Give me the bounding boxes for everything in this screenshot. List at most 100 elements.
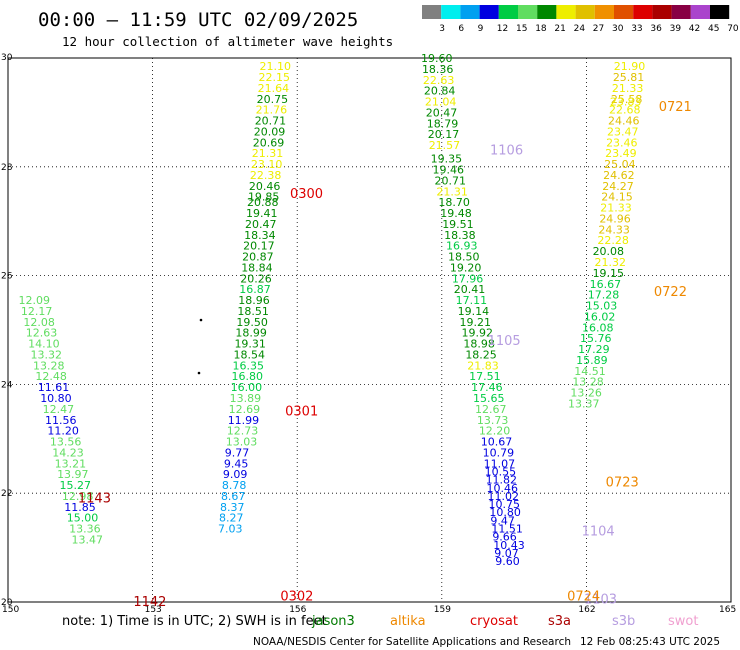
- legend-swot: swot: [668, 614, 698, 629]
- wave-height-label: 23.10: [251, 158, 282, 171]
- y-tick-label: 22: [1, 489, 12, 499]
- wave-height-label: 21.04: [425, 96, 457, 109]
- pass-time-label: 0722: [654, 285, 687, 300]
- scale-label: 36: [650, 24, 662, 34]
- wave-height-label: 18.36: [422, 63, 454, 76]
- wave-height-label: 11.56: [45, 414, 77, 427]
- x-tick-label: 159: [434, 605, 451, 615]
- wave-height-label: 11.51: [491, 523, 523, 536]
- legend-altika: altika: [390, 614, 426, 629]
- wave-height-label: 17.28: [588, 289, 620, 302]
- wave-height-label: 13.36: [69, 523, 101, 536]
- wave-height-label: 11.07: [484, 457, 516, 470]
- wave-height-label: 12.69: [229, 403, 260, 416]
- wave-height-label: 21.83: [467, 359, 499, 372]
- x-tick-label: 150: [2, 605, 19, 615]
- wave-height-label: 12.98: [62, 490, 94, 503]
- track: 21.1022.1521.6420.7521.7620.7120.0920.69…: [218, 60, 291, 535]
- wave-height-label: 19.31: [234, 338, 265, 351]
- wave-height-label: 18.50: [448, 251, 480, 264]
- scale-swatch: [479, 5, 499, 19]
- wave-height-label: 22.28: [597, 234, 629, 247]
- wave-height-label: 23.49: [605, 147, 637, 160]
- wave-height-label: 15.89: [576, 354, 608, 367]
- wave-height-label: 8.67: [221, 490, 246, 503]
- wave-height-label: 21.90: [614, 60, 646, 73]
- y-tick-label: 24: [1, 380, 13, 390]
- track: 21.9025.8121.3325.5823.8322.6824.4623.47…: [568, 60, 645, 410]
- wave-height-label: 8.78: [222, 479, 247, 492]
- scale-swatch: [422, 5, 442, 19]
- wave-height-label: 15.76: [580, 332, 612, 345]
- legend-jason3: jason3: [311, 614, 355, 629]
- scale-label: 27: [593, 24, 604, 34]
- wave-height-label: 13.03: [226, 436, 258, 449]
- wave-height-label: 21.64: [258, 82, 290, 95]
- y-tick-label: 30: [1, 53, 13, 63]
- wave-height-label: 12.20: [479, 425, 511, 438]
- wave-height-label: 23.47: [607, 125, 639, 138]
- wave-height-label: 17.11: [456, 294, 488, 307]
- y-tick-label: 20: [1, 598, 13, 608]
- wave-height-label: 22.38: [250, 169, 282, 182]
- y-tick-label: 26: [1, 272, 13, 282]
- wave-height-label: 21.76: [256, 104, 287, 117]
- wave-height-label: 12.08: [23, 316, 55, 329]
- legend-cryosat: cryosat: [470, 614, 518, 629]
- wave-height-label: 24.33: [598, 223, 630, 236]
- pass-time-label: 1104: [582, 524, 615, 539]
- pass-time-label: 0724: [567, 590, 600, 605]
- wave-height-label: 25.81: [613, 71, 645, 84]
- wave-height-label: 16.35: [233, 359, 265, 372]
- wave-height-label: 19.15: [593, 267, 625, 280]
- wave-height-label: 19.21: [460, 316, 492, 329]
- pass-time-label: 1105: [488, 334, 521, 349]
- wave-height-label: 19.46: [433, 164, 465, 177]
- x-tick-label: 156: [289, 605, 306, 615]
- wave-height-label: 10.43: [493, 539, 525, 552]
- pass-time-label: 1142: [133, 595, 166, 610]
- wave-height-label: 9.77: [225, 446, 250, 459]
- scale-label: 21: [554, 24, 565, 34]
- scale-swatch: [498, 5, 518, 19]
- wave-height-label: 10.67: [481, 436, 513, 449]
- wave-height-label: 13.28: [33, 359, 65, 372]
- wave-height-label: 11.20: [47, 425, 79, 438]
- wave-height-label: 20.17: [428, 128, 460, 141]
- wave-height-label: 16.80: [232, 370, 264, 383]
- wave-height-label: 20.47: [426, 106, 458, 119]
- wave-height-label: 8.27: [219, 512, 244, 525]
- wave-height-label: 10.79: [483, 446, 515, 459]
- track: 12.0912.1712.0812.6314.1013.3213.2812.48…: [19, 294, 104, 546]
- wave-height-label: 9.66: [492, 531, 517, 544]
- wave-height-tracks: 21.1022.1521.6420.7521.7620.7120.0920.69…: [19, 52, 646, 568]
- legend-s3a: s3a: [548, 614, 571, 629]
- scale-swatch: [556, 5, 576, 19]
- scale-label: 45: [708, 24, 719, 34]
- wave-height-label: 14.10: [28, 338, 60, 351]
- scale-label: 18: [535, 24, 547, 34]
- wave-height-label: 20.69: [253, 136, 285, 149]
- wave-height-label: 19.48: [440, 207, 472, 220]
- scale-label: 9: [478, 24, 484, 34]
- scale-label: 33: [631, 24, 642, 34]
- wave-height-label: 11.61: [38, 381, 70, 394]
- scale-label: 30: [612, 24, 624, 34]
- wave-height-label: 18.84: [241, 261, 273, 274]
- map-grid: 150 153 156 159 162 165 30 28 26 24 22 20: [1, 53, 736, 615]
- marker-dot: [197, 371, 201, 375]
- wave-height-label: 16.00: [231, 381, 263, 394]
- wave-height-label: 19.41: [246, 207, 278, 220]
- credit-text: NOAA/NESDIS Center for Satellite Applica…: [253, 636, 571, 648]
- y-tick-label: 28: [1, 163, 13, 173]
- wave-height-label: 19.50: [236, 316, 268, 329]
- wave-height-label: 18.98: [463, 338, 495, 351]
- wave-height-label: 19.14: [458, 305, 490, 318]
- wave-height-label: 12.09: [19, 294, 51, 307]
- wave-height-label: 13.21: [55, 457, 87, 470]
- wave-height-label: 13.47: [72, 533, 104, 546]
- scale-swatch: [460, 5, 480, 19]
- scale-label: 39: [670, 24, 682, 34]
- pass-time-label: 1143: [78, 492, 111, 507]
